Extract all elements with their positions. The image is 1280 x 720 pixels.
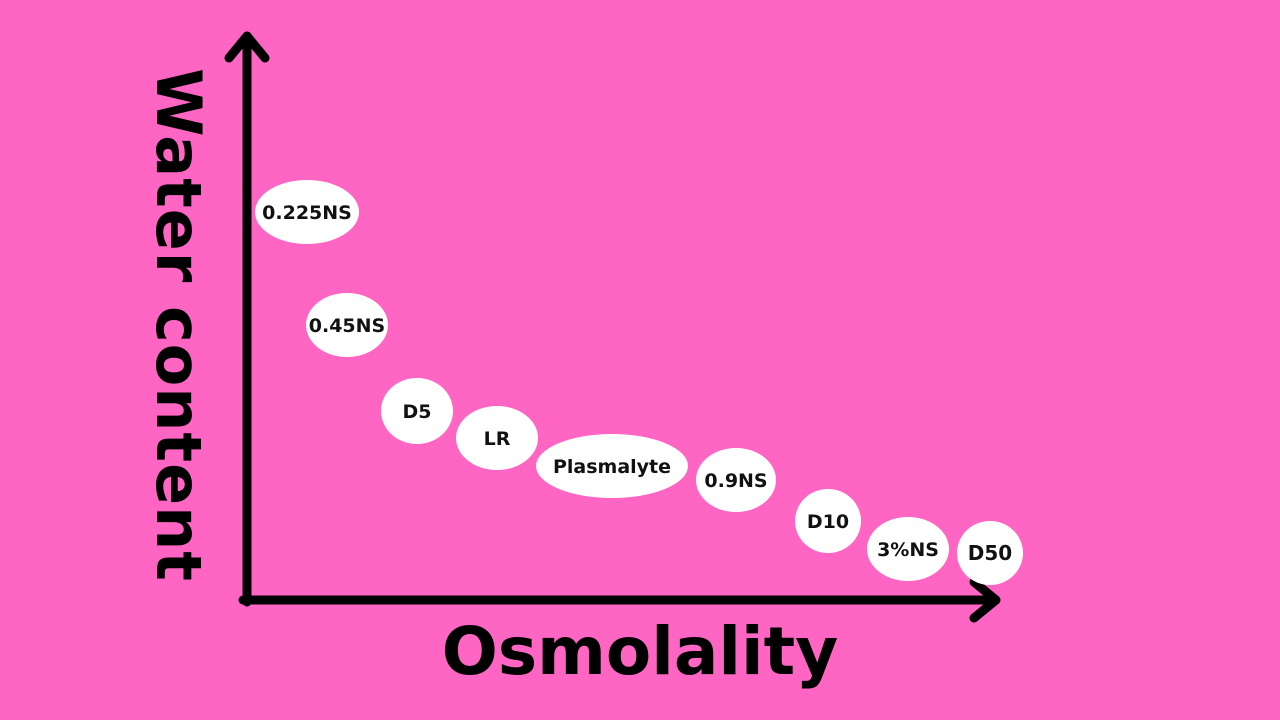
fluid-label: D10 <box>807 511 849 533</box>
fluid-bubble: 0.45NS <box>306 293 388 357</box>
y-axis-title: Water content <box>142 68 215 582</box>
fluid-bubble: 3%NS <box>867 517 949 581</box>
fluid-label: D50 <box>968 541 1012 565</box>
fluid-bubble: 0.225NS <box>255 180 359 244</box>
y-axis <box>224 31 270 607</box>
fluid-bubble: D10 <box>795 489 861 553</box>
fluid-bubble: LR <box>456 406 538 470</box>
fluid-bubble: Plasmalyte <box>536 434 688 498</box>
fluid-label: D5 <box>403 401 432 423</box>
fluid-bubble: D50 <box>957 521 1023 585</box>
fluid-bubbles: 0.225NS 0.45NS D5 LR Plasmalyte 0.9NS D1… <box>255 180 1023 585</box>
fluid-label: 0.45NS <box>309 315 385 337</box>
fluid-label: 3%NS <box>877 539 939 561</box>
x-axis-title: Osmolality <box>441 613 839 690</box>
fluid-label: Plasmalyte <box>553 456 671 478</box>
fluid-label: LR <box>484 428 511 450</box>
fluid-label: 0.225NS <box>262 202 352 224</box>
x-axis <box>238 577 1001 623</box>
fluid-bubble: D5 <box>381 378 453 444</box>
fluid-bubble: 0.9NS <box>696 448 776 512</box>
fluid-label: 0.9NS <box>704 470 767 492</box>
